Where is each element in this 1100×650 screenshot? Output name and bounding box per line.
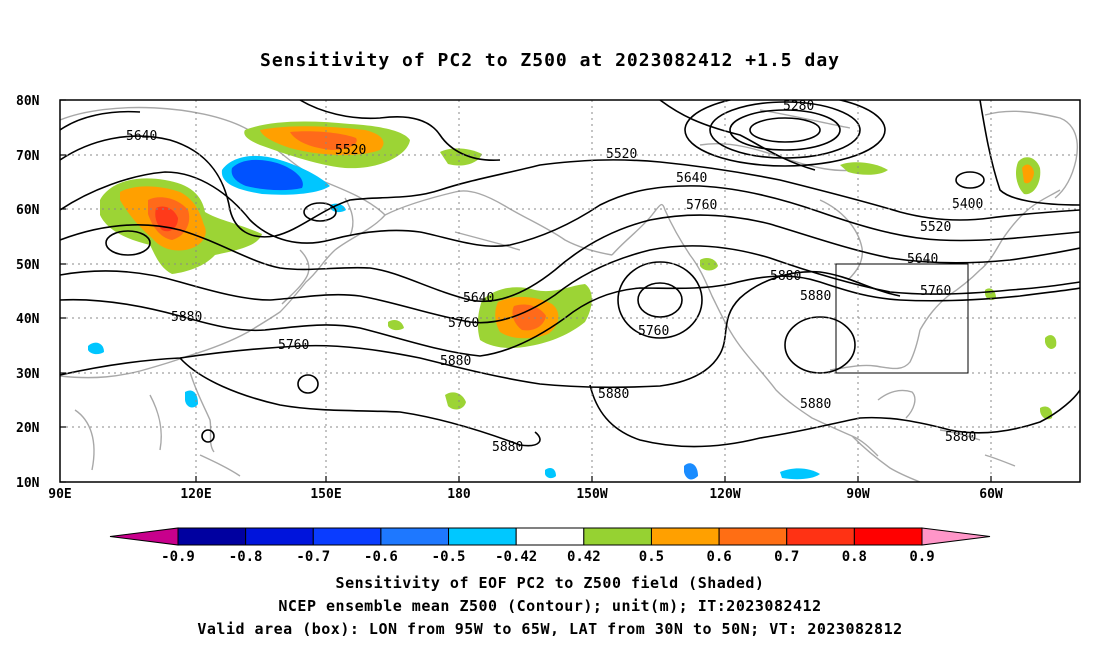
shade-green-atlantic [1045, 335, 1057, 349]
lat-label: 40N [16, 312, 40, 327]
contour-label: 5760 [448, 316, 479, 331]
colorbar-min-arrow [109, 527, 179, 546]
colorbar-swatch [380, 527, 450, 546]
lat-label: 30N [16, 367, 40, 382]
colorbar-tick-label: 0.8 [842, 549, 867, 565]
shade-lightblue-pac4 [780, 468, 820, 480]
colorbar-swatch [583, 527, 652, 546]
lat-label: 50N [16, 258, 40, 273]
plot-title: Sensitivity of PC2 to Z500 at 2023082412… [259, 50, 840, 71]
shade-green-arctic-east [440, 148, 482, 166]
shade-green-pac-small [388, 320, 404, 331]
shade-lightblue-pac5 [545, 468, 556, 479]
colorbar-tick-label: -0.6 [364, 549, 398, 565]
colorbar-tick-label: -0.5 [432, 549, 466, 565]
contour-label: 5760 [638, 324, 669, 339]
colorbar-swatch [853, 527, 923, 546]
colorbar-max-arrow [921, 527, 991, 546]
contour-labels: 5280 5520 5520 5640 5640 5760 5400 5520 … [126, 99, 983, 455]
lon-label: 120E [180, 487, 211, 502]
colorbar-swatch [515, 527, 585, 546]
contour-label: 5760 [686, 198, 717, 213]
lon-label: 120W [709, 487, 740, 502]
lon-label: 90W [846, 487, 870, 502]
shade-lightblue-pac3 [684, 463, 698, 480]
caption-line-1: Sensitivity of EOF PC2 to Z500 field (Sh… [335, 574, 765, 592]
shade-blue-siberia [231, 159, 303, 191]
contour-label: 5640 [463, 291, 494, 306]
lon-label: 90E [48, 487, 71, 502]
contour-label: 5760 [920, 284, 951, 299]
gridlines [60, 100, 1080, 482]
longitude-labels: 90E 120E 150E 180 150W 120W 90W 60W [48, 487, 1003, 502]
contour-label: 5520 [920, 220, 951, 235]
lon-label: 180 [447, 487, 471, 502]
colorbar-swatch [650, 527, 720, 546]
valid-area-box [835, 263, 969, 374]
tick-marks [60, 99, 992, 483]
shade-lightblue-pac6 [330, 203, 346, 213]
shade-green-kuril [445, 392, 466, 410]
lat-label: 80N [16, 94, 40, 109]
lat-label: 70N [16, 149, 40, 164]
latitude-labels: 80N 70N 60N 50N 40N 30N 20N 10N [16, 94, 40, 491]
lat-label: 60N [16, 203, 40, 218]
contour-label: 5880 [492, 440, 523, 455]
lat-label: 10N [16, 476, 40, 491]
lon-label: 60W [979, 487, 1003, 502]
lon-label: 150E [310, 487, 341, 502]
colorbar-tick-label: -0.9 [161, 549, 195, 565]
colorbar-tick-label: 0.42 [567, 549, 601, 565]
map-frame [59, 99, 1081, 483]
contour-label: 5880 [800, 289, 831, 304]
contour-label: 5880 [770, 269, 801, 284]
colorbar-swatch [312, 527, 382, 546]
sensitivity-shading [88, 121, 1057, 480]
shade-greenland-orange [1022, 164, 1034, 184]
contour-label: 5640 [676, 171, 707, 186]
contour-label: 5880 [440, 354, 471, 369]
colorbar-tick-label: -0.42 [495, 549, 537, 565]
contour-label: 5520 [335, 143, 366, 158]
contour-label: 5640 [126, 129, 157, 144]
colorbar-swatch [786, 527, 855, 546]
caption-line-3: Valid area (box): LON from 95W to 65W, L… [197, 620, 903, 638]
contour-label: 5880 [800, 397, 831, 412]
contour-label: 5400 [952, 197, 983, 212]
shade-red-siberia [155, 206, 178, 232]
contour-label: 5280 [783, 99, 814, 114]
contour-label: 5880 [945, 430, 976, 445]
colorbar-tick-label: -0.8 [229, 549, 263, 565]
caption-line-2: NCEP ensemble mean Z500 (Contour); unit(… [278, 597, 822, 615]
colorbar-tick-label: 0.5 [639, 549, 664, 565]
shade-darkorange-arctic [290, 131, 357, 150]
colorbar-tick-label: -0.7 [296, 549, 330, 565]
colorbar-swatch [448, 527, 517, 546]
shade-orange-canada [840, 162, 888, 175]
contour-label: 5760 [278, 338, 309, 353]
contour-label: 5640 [907, 252, 938, 267]
colorbar-swatch [177, 527, 247, 546]
coastlines [60, 106, 1078, 482]
shade-lightblue-pac2 [185, 390, 198, 408]
colorbar-swatch [245, 527, 314, 546]
lon-label: 150W [576, 487, 607, 502]
shade-lightblue-pac1 [88, 342, 104, 355]
shade-darkorange-pacific [512, 304, 546, 331]
colorbar: -0.9 -0.8 -0.7 -0.6 -0.5 -0.42 0.42 0.5 0.6 0.7 0.… [109, 527, 991, 565]
contour-label: 5520 [606, 147, 637, 162]
z500-contours [60, 100, 1080, 448]
colorbar-swatch [718, 527, 788, 546]
lat-label: 20N [16, 421, 40, 436]
colorbar-tick-label: 0.7 [774, 549, 799, 565]
colorbar-tick-label: 0.6 [706, 549, 731, 565]
colorbar-tick-label: 0.9 [909, 549, 934, 565]
contour-label: 5880 [598, 387, 629, 402]
